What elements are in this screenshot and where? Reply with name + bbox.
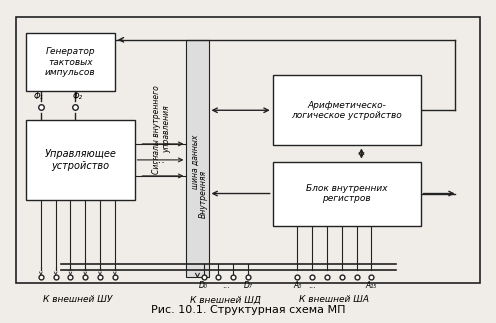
Text: D₀: D₀ (199, 281, 208, 290)
Text: К внешней ШУ: К внешней ШУ (43, 296, 113, 304)
Text: ...: ... (146, 149, 156, 158)
FancyBboxPatch shape (273, 75, 421, 145)
Text: К внешней ША: К внешней ША (299, 296, 370, 304)
FancyBboxPatch shape (26, 120, 134, 200)
Text: шина данных: шина данных (190, 134, 199, 189)
FancyBboxPatch shape (273, 162, 421, 225)
Text: Блок внутренних
регистров: Блок внутренних регистров (306, 184, 387, 203)
Text: Φ₁: Φ₁ (33, 92, 43, 101)
Text: Арифметическо-
логическое устройство: Арифметическо- логическое устройство (291, 100, 402, 120)
FancyBboxPatch shape (26, 33, 115, 91)
Text: D₇: D₇ (244, 281, 252, 290)
Text: Управляющее
устройство: Управляющее устройство (44, 149, 116, 171)
Text: Сигналы внутреннего
управления: Сигналы внутреннего управления (152, 85, 172, 174)
Text: A₁₅: A₁₅ (366, 281, 377, 290)
Text: Φ₂: Φ₂ (73, 92, 83, 101)
Text: К внешней ШД: К внешней ШД (190, 296, 261, 304)
Text: Внутренняя: Внутренняя (199, 170, 208, 218)
Text: Рис. 10.1. Структурная схема МП: Рис. 10.1. Структурная схема МП (151, 305, 345, 315)
Text: Генератор
тактовых
импульсов: Генератор тактовых импульсов (45, 47, 96, 77)
Text: A₀: A₀ (293, 281, 302, 290)
Text: ...: ... (155, 155, 166, 165)
Text: ...: ... (308, 281, 316, 290)
FancyBboxPatch shape (186, 40, 208, 277)
Text: ...: ... (222, 281, 230, 290)
